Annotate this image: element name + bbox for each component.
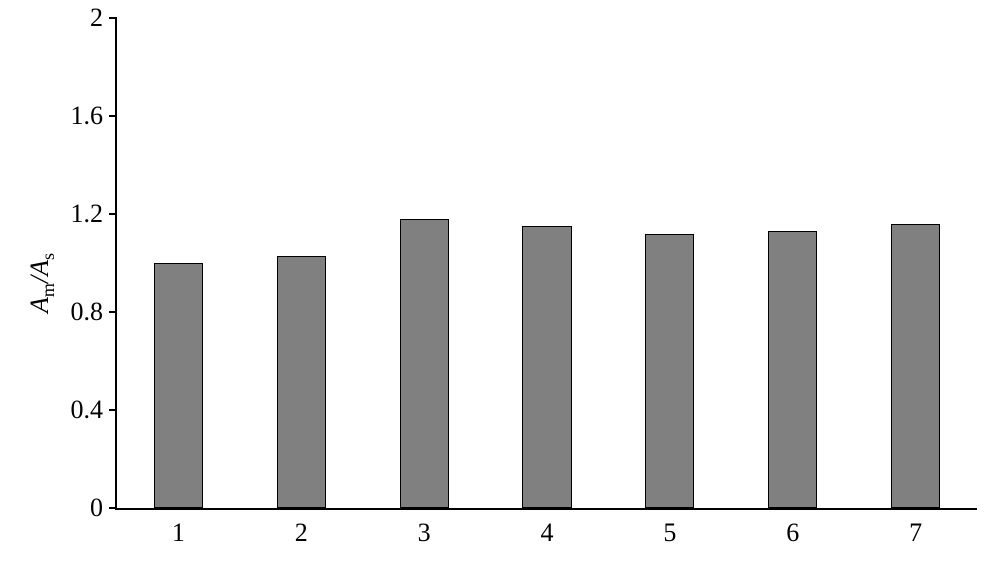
y-tick-label: 1.2: [71, 199, 104, 229]
y-tick-label: 2: [90, 3, 103, 33]
y-tick-label: 1.6: [71, 101, 104, 131]
bar: [891, 224, 940, 508]
y-label-sub1: m: [38, 283, 58, 297]
y-tick: [109, 507, 117, 509]
x-tick-label: 6: [786, 518, 799, 548]
y-label-A2: A: [25, 260, 54, 276]
x-tick-label: 3: [418, 518, 431, 548]
y-tick-label: 0.4: [71, 395, 104, 425]
x-tick-label: 7: [909, 518, 922, 548]
y-label-A1: A: [25, 297, 54, 313]
bar: [154, 263, 203, 508]
bar: [400, 219, 449, 508]
y-label-slash: /: [25, 276, 54, 283]
bar: [277, 256, 326, 508]
y-tick: [109, 115, 117, 117]
bar: [768, 231, 817, 508]
bar: [522, 226, 571, 508]
y-tick: [109, 409, 117, 411]
x-tick-label: 2: [295, 518, 308, 548]
y-tick-label: 0: [90, 493, 103, 523]
y-label-sub2: s: [38, 253, 58, 260]
x-tick-label: 1: [172, 518, 185, 548]
chart-container: Am/As 00.40.81.21.621234567: [0, 0, 1000, 566]
y-tick: [109, 213, 117, 215]
y-tick: [109, 17, 117, 19]
y-tick-label: 0.8: [71, 297, 104, 327]
y-tick: [109, 311, 117, 313]
x-tick-label: 5: [663, 518, 676, 548]
x-tick-label: 4: [541, 518, 554, 548]
y-axis-label: Am/As: [25, 253, 59, 313]
plot-area: 00.40.81.21.621234567: [115, 18, 977, 510]
bar: [645, 234, 694, 508]
